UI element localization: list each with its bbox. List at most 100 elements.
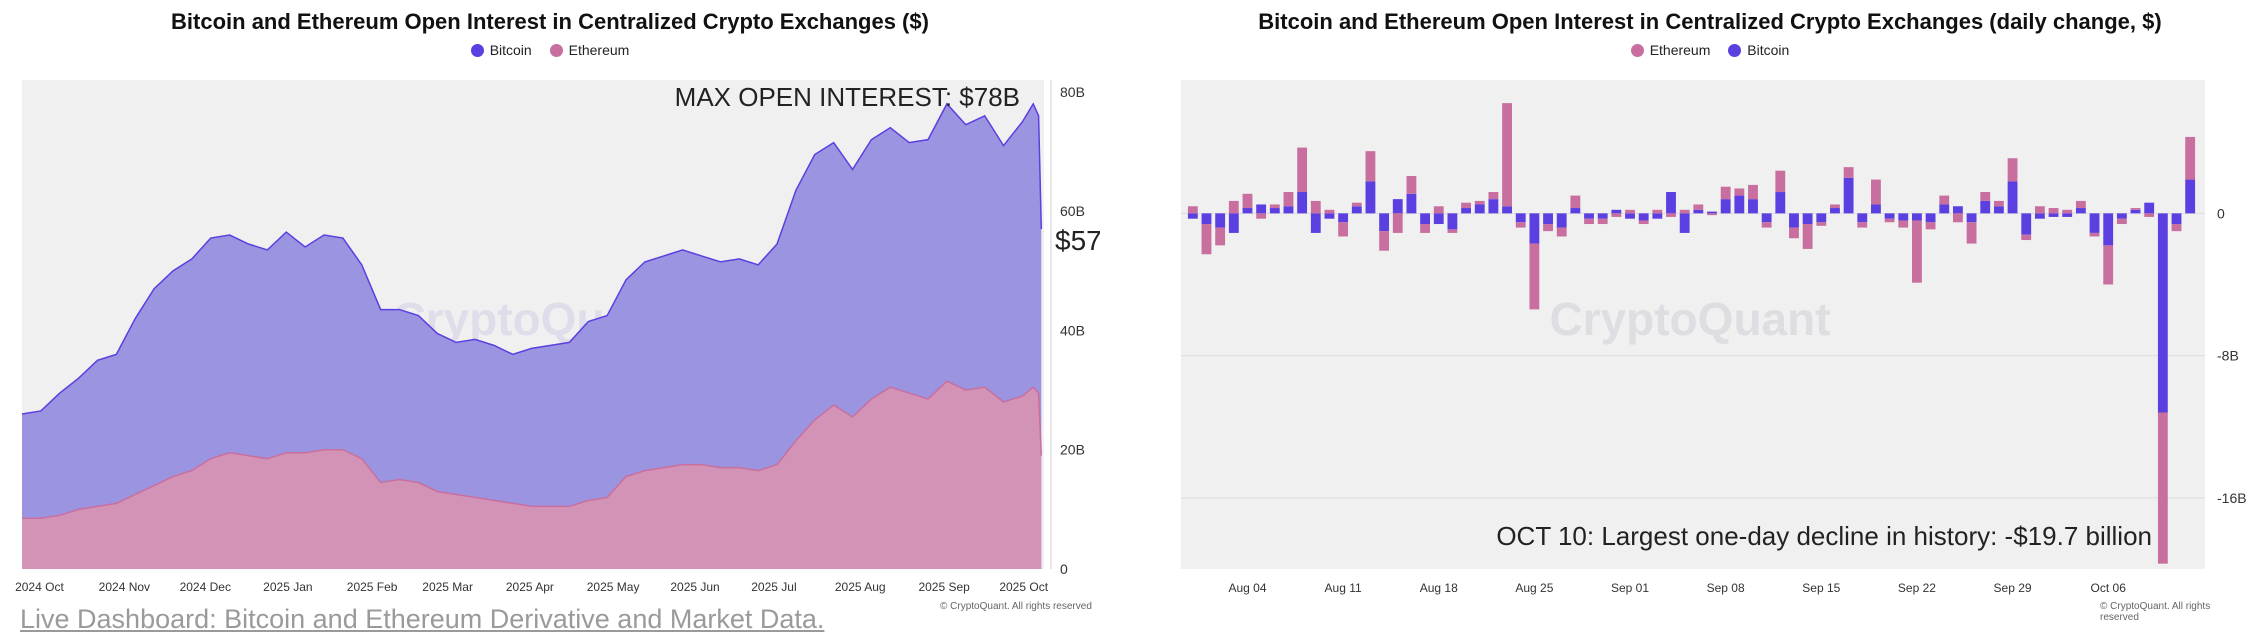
bitcoin-bar[interactable] bbox=[1775, 192, 1786, 214]
ethereum-bar[interactable] bbox=[1597, 218, 1608, 225]
ethereum-bar[interactable] bbox=[1488, 192, 1499, 200]
bitcoin-bar[interactable] bbox=[1816, 213, 1827, 223]
bitcoin-bar[interactable] bbox=[1830, 208, 1840, 214]
ethereum-bar[interactable] bbox=[1187, 206, 1198, 214]
bitcoin-bar[interactable] bbox=[2048, 213, 2059, 217]
bitcoin-bar[interactable] bbox=[1761, 213, 1772, 223]
bitcoin-bar[interactable] bbox=[1242, 208, 1253, 214]
bitcoin-bar[interactable] bbox=[2171, 213, 2182, 225]
ethereum-bar[interactable] bbox=[1652, 209, 1663, 214]
ethereum-bar[interactable] bbox=[1707, 213, 1717, 216]
ethereum-bar[interactable] bbox=[1693, 204, 1704, 210]
bitcoin-bar[interactable] bbox=[1993, 206, 2004, 214]
legend-item-bitcoin[interactable]: Bitcoin bbox=[1728, 42, 1789, 58]
bitcoin-bar[interactable] bbox=[1980, 200, 1991, 214]
bitcoin-bar[interactable] bbox=[1365, 181, 1376, 214]
ethereum-bar[interactable] bbox=[1529, 243, 1540, 310]
ethereum-bar[interactable] bbox=[2007, 158, 2018, 182]
bitcoin-bar[interactable] bbox=[1351, 206, 1362, 214]
bitcoin-bar[interactable] bbox=[1898, 213, 1909, 221]
bitcoin-bar[interactable] bbox=[1638, 213, 1649, 221]
live-dashboard-link[interactable]: Live Dashboard: Bitcoin and Ethereum Der… bbox=[20, 604, 825, 634]
bitcoin-bar[interactable] bbox=[1611, 209, 1622, 214]
ethereum-bar[interactable] bbox=[1611, 213, 1622, 217]
ethereum-bar[interactable] bbox=[2144, 213, 2155, 217]
bitcoin-bar[interactable] bbox=[2062, 213, 2073, 217]
bitcoin-bar[interactable] bbox=[2130, 209, 2141, 214]
ethereum-bar[interactable] bbox=[1789, 227, 1799, 239]
ethereum-bar[interactable] bbox=[2089, 232, 2100, 237]
bitcoin-bar[interactable] bbox=[1570, 208, 1581, 214]
ethereum-bar[interactable] bbox=[1283, 192, 1294, 207]
bitcoin-bar[interactable] bbox=[2089, 213, 2100, 233]
bitcoin-bar[interactable] bbox=[1447, 213, 1458, 230]
ethereum-bar[interactable] bbox=[1201, 224, 1212, 255]
ethereum-bar[interactable] bbox=[1871, 179, 1881, 205]
ethereum-bar[interactable] bbox=[1338, 222, 1349, 237]
ethereum-bar[interactable] bbox=[2034, 206, 2045, 214]
ethereum-bar[interactable] bbox=[1625, 209, 1635, 214]
ethereum-bar[interactable] bbox=[1379, 231, 1390, 251]
bitcoin-bar[interactable] bbox=[1679, 213, 1690, 233]
ethereum-bar[interactable] bbox=[1857, 222, 1868, 228]
ethereum-bar[interactable] bbox=[1365, 151, 1376, 182]
bitcoin-bar[interactable] bbox=[1215, 213, 1226, 228]
bitcoin-bar[interactable] bbox=[1625, 213, 1635, 219]
bitcoin-bar[interactable] bbox=[1939, 204, 1950, 214]
ethereum-bar[interactable] bbox=[1679, 209, 1690, 214]
ethereum-bar[interactable] bbox=[1884, 218, 1895, 223]
ethereum-bar[interactable] bbox=[1502, 103, 1512, 207]
bitcoin-bar[interactable] bbox=[1324, 213, 1335, 219]
bitcoin-bar[interactable] bbox=[2075, 208, 2086, 214]
ethereum-bar[interactable] bbox=[1461, 202, 1471, 209]
bitcoin-bar[interactable] bbox=[2185, 179, 2196, 214]
bitcoin-bar[interactable] bbox=[1474, 204, 1485, 214]
bitcoin-bar[interactable] bbox=[2103, 213, 2114, 246]
ethereum-bar[interactable] bbox=[2048, 208, 2059, 214]
ethereum-bar[interactable] bbox=[2130, 208, 2141, 210]
bitcoin-bar[interactable] bbox=[1256, 204, 1267, 214]
ethereum-bar[interactable] bbox=[2075, 200, 2086, 209]
ethereum-bar[interactable] bbox=[1952, 213, 1963, 223]
bitcoin-bar[interactable] bbox=[1502, 206, 1512, 214]
bitcoin-bar[interactable] bbox=[1488, 199, 1499, 214]
bitcoin-bar[interactable] bbox=[1338, 213, 1349, 223]
ethereum-bar[interactable] bbox=[1898, 220, 1909, 228]
ethereum-bar[interactable] bbox=[1256, 213, 1267, 219]
ethereum-bar[interactable] bbox=[1310, 200, 1321, 214]
bitcoin-bar[interactable] bbox=[1748, 199, 1758, 214]
bitcoin-bar[interactable] bbox=[1379, 213, 1390, 232]
bitcoin-bar[interactable] bbox=[1925, 213, 1936, 223]
ethereum-bar[interactable] bbox=[1638, 220, 1649, 225]
bitcoin-bar[interactable] bbox=[1406, 193, 1417, 214]
bitcoin-bar[interactable] bbox=[1283, 206, 1294, 214]
ethereum-bar[interactable] bbox=[1570, 195, 1581, 209]
ethereum-bar[interactable] bbox=[1215, 227, 1226, 246]
bitcoin-bar[interactable] bbox=[1420, 213, 1431, 225]
ethereum-bar[interactable] bbox=[2021, 234, 2032, 241]
ethereum-bar[interactable] bbox=[1720, 186, 1731, 200]
bitcoin-bar[interactable] bbox=[1556, 213, 1567, 228]
bitcoin-bar[interactable] bbox=[1707, 211, 1717, 214]
ethereum-bar[interactable] bbox=[1966, 222, 1977, 244]
ethereum-bar[interactable] bbox=[1242, 193, 1253, 209]
ethereum-bar[interactable] bbox=[1324, 209, 1335, 214]
ethereum-bar[interactable] bbox=[1939, 195, 1950, 205]
ethereum-bar[interactable] bbox=[2185, 136, 2196, 180]
bitcoin-bar[interactable] bbox=[1884, 213, 1895, 219]
bitcoin-bar[interactable] bbox=[1297, 192, 1308, 214]
ethereum-bar[interactable] bbox=[1406, 176, 1417, 194]
ethereum-bar[interactable] bbox=[1993, 200, 2004, 207]
ethereum-bar[interactable] bbox=[1420, 224, 1431, 233]
bitcoin-bar[interactable] bbox=[2007, 181, 2018, 214]
legend-item-ethereum[interactable]: Ethereum bbox=[1630, 42, 1710, 58]
ethereum-bar[interactable] bbox=[2157, 412, 2168, 564]
ethereum-bar[interactable] bbox=[1843, 167, 1854, 178]
bitcoin-bar[interactable] bbox=[1871, 204, 1881, 214]
bitcoin-bar[interactable] bbox=[1789, 213, 1799, 228]
ethereum-bar[interactable] bbox=[2103, 245, 2114, 285]
ethereum-bar[interactable] bbox=[1980, 192, 1991, 201]
bitcoin-bar[interactable] bbox=[2116, 213, 2127, 219]
bitcoin-bar[interactable] bbox=[1584, 213, 1594, 219]
bitcoin-bar[interactable] bbox=[1461, 208, 1471, 214]
